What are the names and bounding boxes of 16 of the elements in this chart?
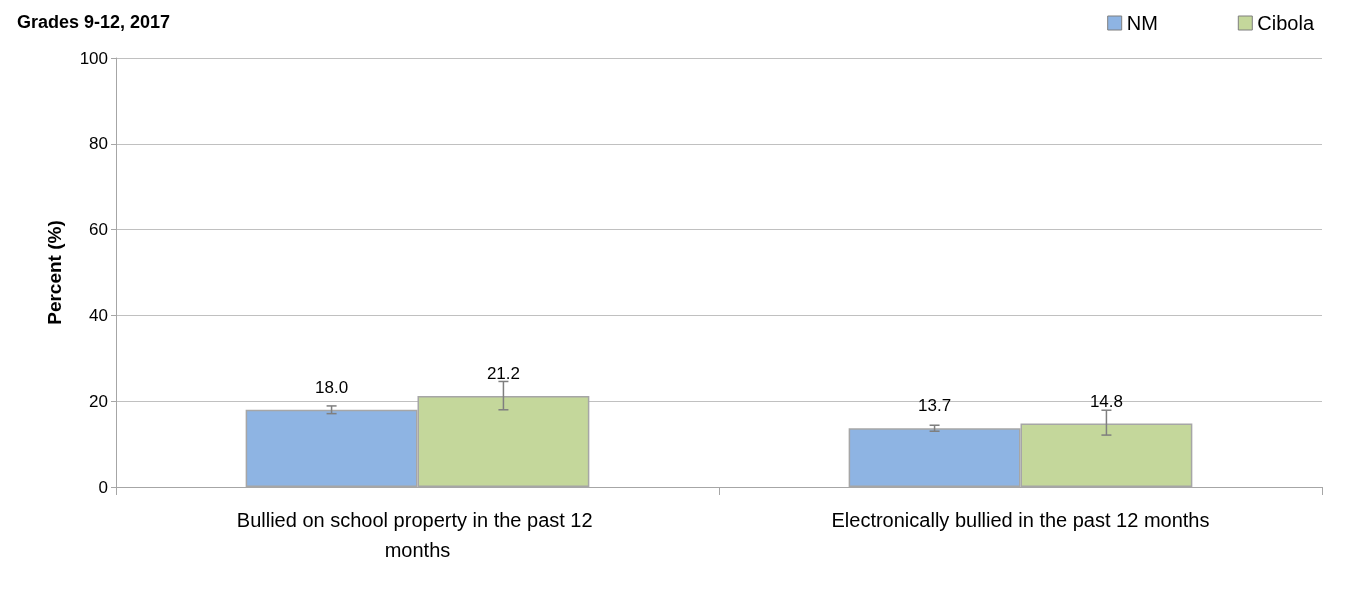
- y-axis-title: Percent (%): [44, 220, 65, 325]
- y-tick-label: 60: [89, 220, 108, 240]
- y-tick-label: 40: [89, 305, 108, 325]
- y-tick-label: 80: [89, 134, 108, 154]
- legend-label: Cibola: [1257, 12, 1315, 34]
- y-tick-label: 100: [79, 48, 108, 68]
- legend-label: NM: [1126, 12, 1158, 34]
- data-label: 18.0: [315, 377, 349, 397]
- x-tick-label: Bullied on school property in the past 12 months: [236, 509, 599, 561]
- chart-title: Grades 9-12, 2017: [17, 12, 171, 32]
- y-tick-label: 20: [89, 391, 108, 411]
- data-label: 13.7: [918, 396, 952, 416]
- data-label: 21.2: [486, 364, 520, 384]
- x-tick-label: Electronically bullied in the past 12 months: [831, 509, 1210, 531]
- y-tick-label: 0: [98, 477, 108, 497]
- data-label: 14.8: [1089, 391, 1123, 411]
